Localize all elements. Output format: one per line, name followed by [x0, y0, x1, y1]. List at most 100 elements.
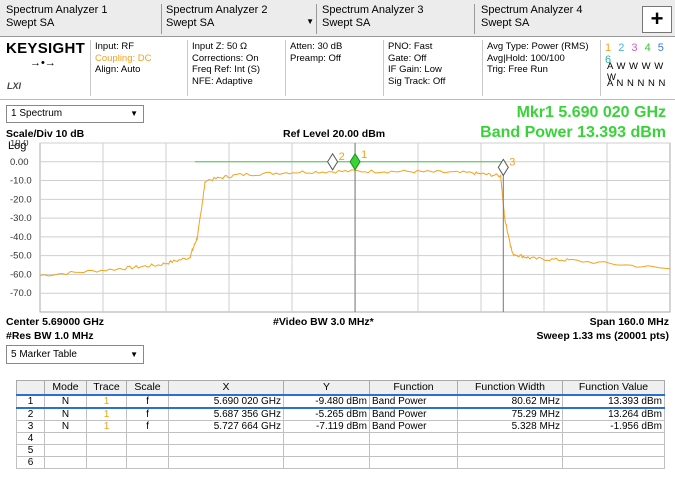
table-cell: 2 [16, 407, 45, 421]
table-cell: 13.264 dBm [562, 407, 665, 421]
table-cell: 80.62 MHz [457, 393, 563, 409]
table-cell: -9.480 dBm [283, 393, 370, 409]
dropdown-arrow-icon[interactable]: ▼ [306, 17, 314, 26]
pno-value: PNO: Fast [388, 41, 433, 52]
ref-level[interactable]: Ref Level 20.00 dBm [283, 128, 386, 140]
y-tick-label: -50.0 [10, 251, 32, 262]
input-z-value: Input Z: 50 Ω [192, 41, 248, 52]
table-cell: Band Power [369, 407, 458, 421]
table-cell [369, 455, 458, 469]
divider [285, 40, 286, 96]
table-row[interactable]: 4 [16, 431, 665, 445]
table-cell: -7.119 dBm [283, 419, 370, 433]
center-frequency[interactable]: Center 5.69000 GHz [6, 316, 105, 328]
input-z-settings[interactable]: Input Z: 50 Ω Corrections: On Freq Ref: … [192, 41, 260, 87]
table-cell: 5 [16, 443, 45, 457]
table-cell [283, 443, 370, 457]
tab-subtitle: Swept SA [322, 17, 371, 29]
table-row[interactable]: 1 N 1 f 5.690 020 GHz -9.480 dBm Band Power 80.… [16, 393, 665, 409]
window-select-dropdown[interactable]: 1 Spectrum ▼ [6, 105, 144, 123]
frequency-span[interactable]: Span 160.0 MHz [589, 316, 669, 328]
table-cell: 5.687 356 GHz [168, 407, 284, 421]
column-header: Trace [86, 380, 127, 395]
band-power-value: Band Power 13.393 dBm [480, 124, 666, 141]
table-cell [457, 455, 563, 469]
y-tick-label: -60.0 [10, 269, 32, 280]
table-row[interactable]: 6 [16, 455, 665, 469]
table-cell [44, 443, 87, 457]
table-row[interactable]: 2 N 1 f 5.687 356 GHz -5.265 dBm Band Power 75.… [16, 407, 665, 421]
marker-1-label: 1 [361, 149, 367, 161]
spectrum-plot[interactable]: 10.0 0.00 -10.0 -20.0 -30.0 -40.0 -50.0 -60.0 -7… [0, 140, 675, 315]
y-tick-label: -70.0 [10, 288, 32, 299]
marker-2-label: 2 [339, 151, 345, 163]
sig-track-value: Sig Track: Off [388, 75, 446, 87]
table-cell: 5.690 020 GHz [168, 393, 284, 409]
marker-table-select-dropdown[interactable]: 5 Marker Table ▼ [6, 345, 144, 364]
tab-title: Spectrum Analyzer 2 [166, 4, 268, 16]
trace-number: 3 [631, 42, 639, 54]
table-cell [168, 455, 284, 469]
input-settings[interactable]: Input: RF Coupling: DC Align: Auto [95, 41, 152, 76]
scale-per-div[interactable]: Scale/Div 10 dB [6, 128, 85, 140]
table-header-row: Mode Trace Scale X Y Function Function Width Fu… [16, 380, 665, 395]
atten-value: Atten: 30 dB [290, 41, 343, 52]
divider [600, 40, 601, 96]
input-arrow-icon: →•→ [30, 57, 56, 69]
trace-indicators[interactable]: 1 2 3 4 5 6 [605, 42, 675, 66]
sweep-time[interactable]: Sweep 1.33 ms (20001 pts) [536, 330, 670, 342]
table-row[interactable]: 5 [16, 443, 665, 457]
tab-spectrum-analyzer-3[interactable]: Spectrum Analyzer 3 Swept SA [318, 4, 475, 34]
table-cell: 3 [16, 419, 45, 433]
trace-number: 5 [657, 42, 665, 54]
table-cell: 5.727 664 GHz [168, 419, 284, 433]
pno-settings[interactable]: PNO: Fast Gate: Off IF Gain: Low Sig Tra… [388, 41, 445, 87]
chevron-down-icon: ▼ [130, 109, 138, 118]
table-cell: 1 [16, 393, 45, 409]
y-axis-labels: 10.0 0.00 -10.0 -20.0 -30.0 -40.0 -50.0 -60.0 -7… [10, 140, 32, 299]
table-cell: -1.956 dBm [562, 419, 665, 433]
tab-bar: Spectrum Analyzer 1 Swept SA Spectrum An… [0, 0, 675, 37]
table-cell: N [44, 419, 87, 433]
table-cell [457, 431, 563, 445]
table-cell [86, 431, 127, 445]
video-bandwidth[interactable]: #Video BW 3.0 MHz* [273, 316, 374, 328]
table-cell [86, 443, 127, 457]
table-cell: 5.328 MHz [457, 419, 563, 433]
resolution-bandwidth[interactable]: #Res BW 1.0 MHz [6, 330, 94, 342]
table-cell: f [126, 393, 169, 409]
marker-1-diamond [349, 152, 361, 171]
table-cell [168, 443, 284, 457]
table-row[interactable]: 3 N 1 f 5.727 664 GHz -7.119 dBm Band Power 5.3… [16, 419, 665, 433]
table-cell [369, 431, 458, 445]
table-cell [126, 443, 169, 457]
y-tick-label: -10.0 [10, 176, 32, 187]
y-tick-label: -20.0 [10, 194, 32, 205]
trace-type-row: A W W W W W [607, 61, 664, 83]
table-cell [86, 455, 127, 469]
average-settings[interactable]: Avg Type: Power (RMS) Avg|Hold: 100/100 … [487, 41, 589, 76]
table-cell [44, 455, 87, 469]
add-screen-button[interactable]: + [642, 6, 672, 33]
preamp-value: Preamp: Off [290, 52, 342, 64]
y-tick-label: 0.00 [10, 157, 29, 168]
tab-spectrum-analyzer-4[interactable]: Spectrum Analyzer 4 Swept SA [477, 4, 635, 34]
column-header: Mode [44, 380, 87, 395]
marker-table: Mode Trace Scale X Y Function Function Width Fu… [16, 380, 665, 469]
tab-spectrum-analyzer-2[interactable]: Spectrum Analyzer 2 Swept SA ▼ [162, 4, 317, 34]
divider [482, 40, 483, 96]
input-value: Input: RF [95, 41, 135, 52]
nfe-value: NFE: Adaptive [192, 75, 253, 87]
column-header: Scale [126, 380, 169, 395]
tab-subtitle: Swept SA [481, 17, 530, 29]
tab-spectrum-analyzer-1[interactable]: Spectrum Analyzer 1 Swept SA [2, 4, 162, 34]
divider [187, 40, 188, 96]
trace-number: 1 [605, 42, 613, 54]
table-cell: 6 [16, 455, 45, 469]
table-body: 1 N 1 f 5.690 020 GHz -9.480 dBm Band Power 80.… [16, 393, 665, 469]
attenuation-settings[interactable]: Atten: 30 dB Preamp: Off [290, 41, 342, 64]
corrections-value: Corrections: On [192, 52, 259, 64]
table-cell [562, 455, 665, 469]
trace-number: 2 [618, 42, 626, 54]
column-header: Function Value [562, 380, 665, 395]
